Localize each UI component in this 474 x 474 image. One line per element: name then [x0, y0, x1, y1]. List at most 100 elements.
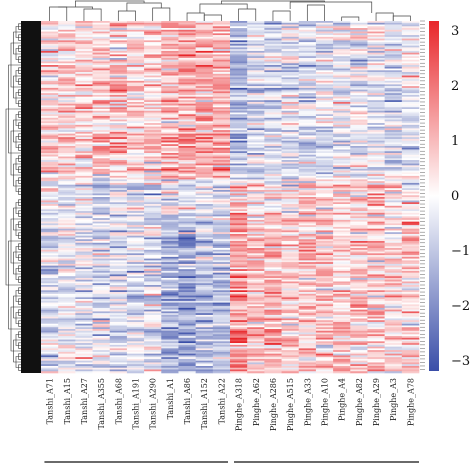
heatmap-cell — [178, 285, 196, 288]
heatmap-cell — [230, 70, 248, 73]
heatmap-cell — [247, 212, 265, 215]
heatmap-cell — [247, 109, 265, 112]
heatmap-cell — [92, 311, 111, 314]
heatmap-cell — [401, 168, 420, 171]
heatmap-cell — [144, 182, 162, 185]
heatmap-cell — [298, 77, 317, 80]
heatmap-cell — [350, 153, 368, 156]
heatmap-cell — [247, 133, 265, 136]
heatmap-cell — [333, 337, 351, 340]
heatmap-cell — [109, 105, 128, 108]
heatmap-cell — [212, 316, 231, 319]
heatmap-cell — [109, 154, 128, 157]
color-scale-bar — [429, 21, 439, 371]
heatmap-cell — [41, 186, 59, 189]
heatmap-cell — [195, 209, 214, 212]
heatmap-cell — [230, 200, 248, 203]
heatmap-cell — [315, 302, 334, 305]
heatmap-cell — [195, 304, 214, 307]
heatmap-cell — [315, 198, 334, 201]
heatmap-cell — [92, 321, 111, 325]
heatmap-cell — [212, 358, 231, 361]
heatmap-cell — [109, 226, 128, 229]
heatmap-cell — [126, 126, 145, 129]
heatmap-cell — [281, 101, 300, 105]
heatmap-cell — [195, 197, 214, 200]
heatmap-cell — [92, 265, 111, 268]
heatmap-cell — [178, 142, 196, 145]
heatmap-cell — [230, 154, 248, 157]
heatmap-cell — [161, 233, 179, 237]
heatmap-cell — [92, 205, 111, 208]
heatmap-cell — [144, 244, 162, 247]
heatmap-cell — [161, 56, 179, 59]
heatmap-cell — [401, 209, 420, 212]
heatmap-cell — [367, 302, 385, 305]
heatmap-cell — [109, 353, 128, 356]
heatmap-cell — [230, 355, 248, 358]
heatmap-cell — [195, 251, 214, 254]
heatmap-cell — [384, 151, 403, 154]
heatmap-cell — [264, 369, 282, 372]
heatmap-cell — [367, 244, 385, 247]
heatmap-cell — [384, 270, 403, 273]
heatmap-cell — [281, 138, 300, 141]
heatmap-cell — [350, 40, 368, 43]
heatmap-cell — [281, 50, 300, 53]
heatmap-cell — [384, 221, 403, 224]
column-dendrogram-branch — [49, 6, 68, 21]
heatmap-cell — [58, 165, 76, 168]
heatmap-cell — [298, 163, 317, 166]
heatmap-cell — [247, 281, 265, 284]
heatmap-cell — [109, 47, 128, 50]
heatmap-cell — [333, 362, 351, 365]
heatmap-cell — [281, 353, 300, 356]
heatmap-cell — [41, 128, 59, 131]
heatmap-cell — [178, 325, 196, 328]
heatmap-cell — [144, 241, 162, 244]
heatmap-cell — [126, 42, 145, 45]
heatmap-cell — [350, 242, 368, 245]
heatmap-cell — [126, 29, 145, 32]
heatmap-cell — [161, 45, 179, 48]
heatmap-cell — [367, 233, 385, 237]
heatmap-cell — [281, 197, 300, 200]
heatmap-cell — [230, 98, 248, 101]
heatmap-cell — [195, 65, 214, 68]
heatmap-cell — [195, 168, 214, 171]
heatmap-cell — [58, 45, 76, 48]
heatmap-cell — [126, 228, 145, 231]
heatmap-cell — [58, 117, 76, 120]
heatmap-cell — [161, 28, 179, 31]
heatmap-cell — [195, 253, 214, 256]
heatmap-cell — [75, 262, 93, 265]
heatmap-cell — [350, 256, 368, 259]
heatmap-cell — [281, 299, 300, 302]
heatmap-cell — [58, 65, 76, 68]
heatmap-cell — [109, 262, 128, 265]
heatmap-cell — [212, 242, 231, 245]
heatmap-cell — [75, 362, 93, 365]
heatmap-cell — [384, 137, 403, 140]
heatmap-cell — [333, 109, 351, 112]
heatmap-cell — [367, 344, 385, 347]
heatmap-cell — [92, 131, 111, 134]
heatmap-cell — [350, 204, 368, 207]
heatmap-cell — [195, 218, 214, 221]
heatmap-cell — [367, 142, 385, 145]
heatmap-cell — [281, 89, 300, 92]
heatmap-cell — [401, 167, 420, 170]
heatmap-cell — [178, 160, 196, 163]
heatmap-cell — [75, 270, 93, 273]
heatmap-cell — [161, 49, 179, 52]
heatmap-cell — [144, 228, 162, 231]
heatmap-cell — [178, 167, 196, 170]
heatmap-cell — [367, 357, 385, 360]
column-label: Tanshi_A290 — [149, 378, 158, 430]
heatmap-cell — [178, 35, 196, 38]
heatmap-cell — [195, 351, 214, 354]
heatmap-cell — [298, 154, 317, 157]
heatmap-cell — [126, 72, 145, 75]
heatmap-cell — [161, 358, 179, 361]
heatmap-cell — [161, 188, 179, 191]
